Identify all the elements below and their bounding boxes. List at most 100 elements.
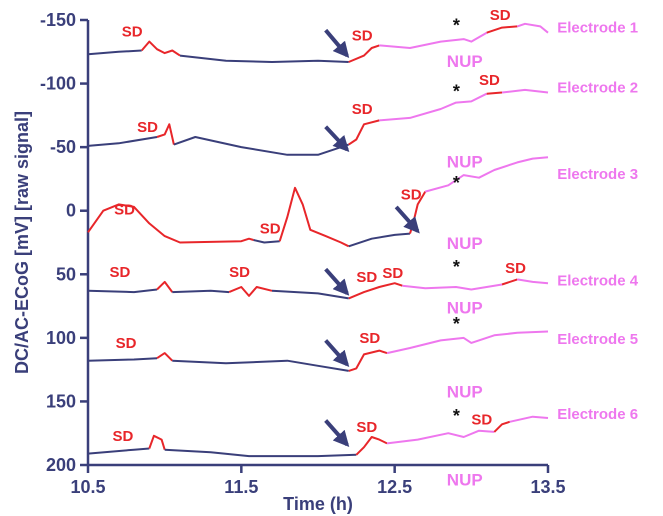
trace-baseline-segment (87, 288, 158, 294)
sd-label: SD (352, 27, 373, 44)
star-marker: * (453, 406, 460, 426)
trace-baseline-segment (87, 136, 158, 147)
sd-label: SD (352, 101, 373, 118)
trace-nup-segment (379, 31, 488, 49)
trace-sd-segment (156, 352, 174, 362)
nup-label: NUP (447, 152, 483, 171)
series-electrode-6 (87, 415, 549, 458)
trace-baseline-segment (271, 289, 349, 300)
trace-nup-segment (501, 88, 549, 94)
star-marker: * (453, 314, 460, 334)
y-tick-label: -50 (50, 137, 76, 157)
trace-sd-segment (228, 286, 273, 297)
star-marker: * (453, 173, 460, 193)
sd-label: SD (401, 186, 422, 203)
sd-label: SD (359, 330, 380, 347)
sd-label: SD (471, 411, 492, 428)
trace-sd-segment (501, 278, 518, 286)
y-axis-title: DC/AC-ECoG [mV] [raw signal] (12, 111, 32, 374)
y-tick-label: 50 (56, 264, 76, 284)
trace-sd-segment (348, 119, 380, 146)
sd-label: SD (109, 264, 130, 281)
nup-label: NUP (447, 52, 483, 71)
trace-sd-segment (156, 123, 175, 145)
trace-nup-segment (425, 156, 549, 193)
arrow-icon (324, 125, 350, 153)
sd-label: SD (382, 265, 403, 282)
x-axis-title: Time (h) (283, 494, 353, 514)
sd-label: SD (122, 24, 143, 41)
sd-label: SD (137, 119, 158, 136)
trace-nup-segment (379, 92, 488, 122)
x-tick-label: 11.5 (224, 477, 258, 497)
trace-baseline-segment (87, 357, 158, 362)
series-electrode-4 (87, 278, 549, 300)
y-tick-label: -100 (40, 74, 76, 94)
y-tick-label: 150 (46, 391, 76, 411)
sd-label: SD (479, 72, 500, 89)
sd-label: SD (260, 221, 281, 238)
nup-label: NUP (447, 470, 483, 489)
trace-sd-segment (486, 25, 518, 34)
trace-baseline-segment (87, 447, 150, 455)
series-electrode-2 (87, 88, 549, 156)
sd-label: SD (229, 264, 250, 281)
trace-baseline-segment (179, 54, 349, 63)
y-tick-label: -150 (40, 10, 76, 30)
x-tick-label: 13.5 (530, 477, 565, 497)
trace-baseline-segment (172, 289, 230, 294)
trace-sd-segment (140, 40, 181, 57)
trace-nup-segment (516, 22, 549, 34)
arrow-icon (324, 28, 350, 59)
trace-nup-segment (517, 278, 549, 285)
trace-sd-segment (156, 280, 174, 293)
trace-baseline-segment (172, 359, 349, 372)
trace-nup-segment (386, 330, 549, 355)
star-marker: * (453, 82, 460, 102)
electrode-label: Electrode 4 (557, 273, 639, 290)
sd-label: SD (505, 260, 526, 277)
electrode-label: Electrode 1 (557, 20, 638, 37)
y-tick-label: 0 (66, 201, 76, 221)
trace-baseline-segment (164, 448, 357, 458)
trace-nup-segment (386, 429, 495, 445)
star-marker: * (453, 15, 460, 35)
x-tick-label: 12.5 (377, 477, 412, 497)
trace-sd-segment (348, 282, 403, 300)
y-tick-label: 100 (46, 328, 76, 348)
sd-label: SD (113, 428, 134, 445)
trace-sd-segment (348, 349, 388, 372)
arrow-icon (324, 267, 350, 296)
trace-sd-segment (493, 420, 511, 433)
star-marker: * (453, 257, 460, 277)
series-electrode-3 (87, 156, 549, 248)
series-electrode-1 (87, 22, 549, 63)
trace-baseline-segment (348, 232, 411, 248)
trace-baseline-segment (87, 49, 142, 56)
trace-sd-segment (348, 44, 380, 63)
electrode-label: Electrode 3 (557, 166, 638, 183)
electrode-label: Electrode 5 (557, 331, 638, 348)
electrode-label: Electrode 6 (557, 406, 638, 423)
trace-baseline-segment (173, 136, 350, 156)
sd-label: SD (356, 419, 377, 436)
arrow-icon (324, 339, 350, 367)
trace-sd-segment (486, 91, 503, 95)
arrow-icon (394, 205, 420, 234)
trace-baseline-segment (253, 239, 280, 244)
sd-label: SD (116, 335, 137, 352)
nup-label: NUP (447, 383, 483, 402)
sd-label: SD (490, 7, 511, 24)
trace-sd-segment (355, 436, 388, 456)
nup-label: NUP (447, 299, 483, 318)
series-electrode-5 (87, 330, 549, 372)
trace-sd-segment (148, 434, 166, 450)
arrow-icon (324, 419, 350, 448)
sd-label: SD (356, 269, 377, 286)
x-tick-label: 10.5 (70, 477, 105, 497)
traces (87, 22, 549, 458)
trace-nup-segment (509, 415, 549, 423)
